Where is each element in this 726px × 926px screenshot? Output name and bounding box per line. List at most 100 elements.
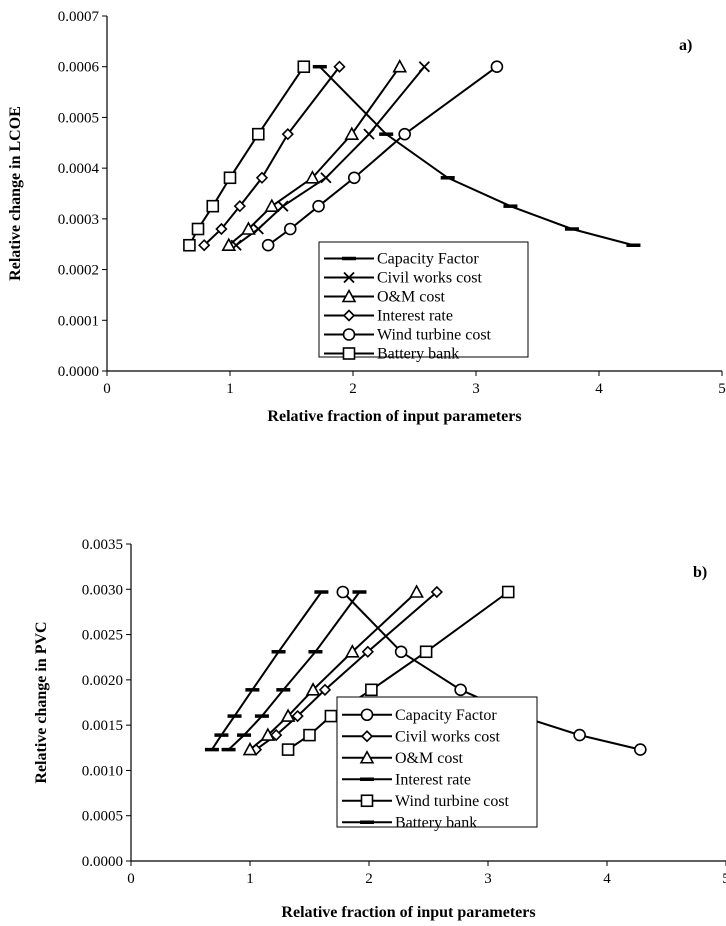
series-3 xyxy=(198,60,346,252)
x-axis-label: Relative fraction of input parameters xyxy=(281,904,535,921)
legend-label: O&M cost xyxy=(395,750,464,767)
legend-item: O&M cost xyxy=(324,289,446,306)
data-point xyxy=(573,728,586,742)
series-line xyxy=(319,66,634,247)
y-axis-label: Relative change in PVC xyxy=(33,621,50,783)
chart-panel-b: 0.0000 0.0005 0.0010 0.0015 0.0020 0.0025 0.00… xyxy=(33,537,726,921)
x-tick-label: 2 xyxy=(365,871,373,887)
data-point xyxy=(318,683,332,696)
legend-marker xyxy=(360,708,374,722)
y-tick-label: 0.0015 xyxy=(82,718,123,734)
data-point xyxy=(312,199,325,213)
chart-panel-a: 0.0000 0.0001 0.0002 0.0003 0.0004 0.0005 0.00… xyxy=(7,9,726,425)
series-1 xyxy=(230,61,430,251)
data-point xyxy=(634,743,647,756)
legend-marker xyxy=(360,794,374,808)
y-tick-label: 0.0007 xyxy=(58,9,100,25)
legend-marker xyxy=(359,750,375,764)
panel-label: b) xyxy=(693,564,707,581)
data-point xyxy=(305,170,320,184)
series-line xyxy=(227,591,361,751)
y-tick-label: 0.0002 xyxy=(58,263,99,279)
x-tick-label: 0 xyxy=(103,381,111,397)
y-tick-label: 0.0020 xyxy=(82,673,123,689)
legend-item: Civil works cost xyxy=(324,270,482,287)
data-point xyxy=(347,171,361,185)
legend: Capacity Factor Civil works cost O&M cost I… xyxy=(336,696,538,831)
legend-item: Wind turbine cost xyxy=(342,793,510,810)
data-point xyxy=(392,59,408,73)
legend-label: Battery bank xyxy=(377,346,459,363)
y-tick-label: 0.0035 xyxy=(82,537,123,553)
data-point xyxy=(255,171,269,184)
series-5 xyxy=(204,590,329,752)
data-point xyxy=(252,223,264,235)
data-point xyxy=(320,172,332,184)
data-point xyxy=(394,645,408,659)
data-point xyxy=(365,683,378,697)
legend-label: Civil works cost xyxy=(377,270,482,287)
series-line xyxy=(267,65,498,247)
y-tick-label: 0.0004 xyxy=(58,161,100,177)
data-point xyxy=(183,238,196,252)
legend-item: Wind turbine cost xyxy=(324,327,492,344)
data-point xyxy=(297,60,311,74)
legend-marker xyxy=(343,271,355,284)
data-point xyxy=(198,239,211,252)
series-5 xyxy=(183,60,311,252)
legend-label: Capacity Factor xyxy=(377,251,479,268)
legend-item: Capacity Factor xyxy=(342,707,497,724)
series-line xyxy=(235,66,426,247)
legend-item: Civil works cost xyxy=(342,728,500,745)
y-tick-label: 0.0001 xyxy=(58,313,99,329)
data-point xyxy=(333,60,346,73)
data-point xyxy=(361,645,374,658)
x-tick-label: 3 xyxy=(484,871,492,887)
data-point xyxy=(490,60,504,74)
data-point xyxy=(223,171,237,185)
legend-marker xyxy=(341,288,357,303)
legend-item: Capacity Factor xyxy=(324,251,479,268)
x-tick-label: 3 xyxy=(472,381,480,397)
series-0 xyxy=(312,64,641,247)
data-point xyxy=(454,683,467,697)
data-point xyxy=(270,728,283,742)
data-point xyxy=(264,198,280,212)
series-line xyxy=(228,66,401,247)
y-tick-label: 0.0030 xyxy=(82,582,123,598)
data-point xyxy=(281,743,295,756)
data-point xyxy=(291,709,304,723)
data-point xyxy=(363,128,375,140)
legend-label: O&M cost xyxy=(377,289,446,306)
x-tick-label: 1 xyxy=(226,381,234,397)
y-tick-label: 0.0005 xyxy=(82,809,123,825)
data-point xyxy=(283,222,297,236)
data-point xyxy=(277,200,289,212)
data-point xyxy=(280,708,296,722)
legend-marker xyxy=(342,328,356,341)
data-point xyxy=(324,709,338,723)
data-point xyxy=(242,741,258,756)
y-tick-label: 0.0005 xyxy=(58,110,99,126)
data-point xyxy=(418,61,430,73)
data-point xyxy=(303,728,316,742)
legend-label: Wind turbine cost xyxy=(377,327,492,344)
y-tick-label: 0.0003 xyxy=(58,212,99,228)
legend-marker xyxy=(342,347,356,360)
legend-marker xyxy=(360,730,374,743)
data-point xyxy=(206,199,220,213)
series-4 xyxy=(261,60,504,252)
series-line xyxy=(211,591,323,751)
legend-label: Battery bank xyxy=(395,814,477,831)
data-point xyxy=(233,200,246,213)
data-point xyxy=(344,126,360,140)
data-point xyxy=(215,222,228,236)
legend-label: Civil works cost xyxy=(395,728,500,745)
series-2 xyxy=(242,584,424,756)
legend-item: Battery bank xyxy=(342,814,477,831)
data-point xyxy=(501,585,515,599)
x-tick-label: 4 xyxy=(603,871,611,887)
x-tick-label: 5 xyxy=(718,381,726,397)
legend-item: O&M cost xyxy=(342,750,464,767)
